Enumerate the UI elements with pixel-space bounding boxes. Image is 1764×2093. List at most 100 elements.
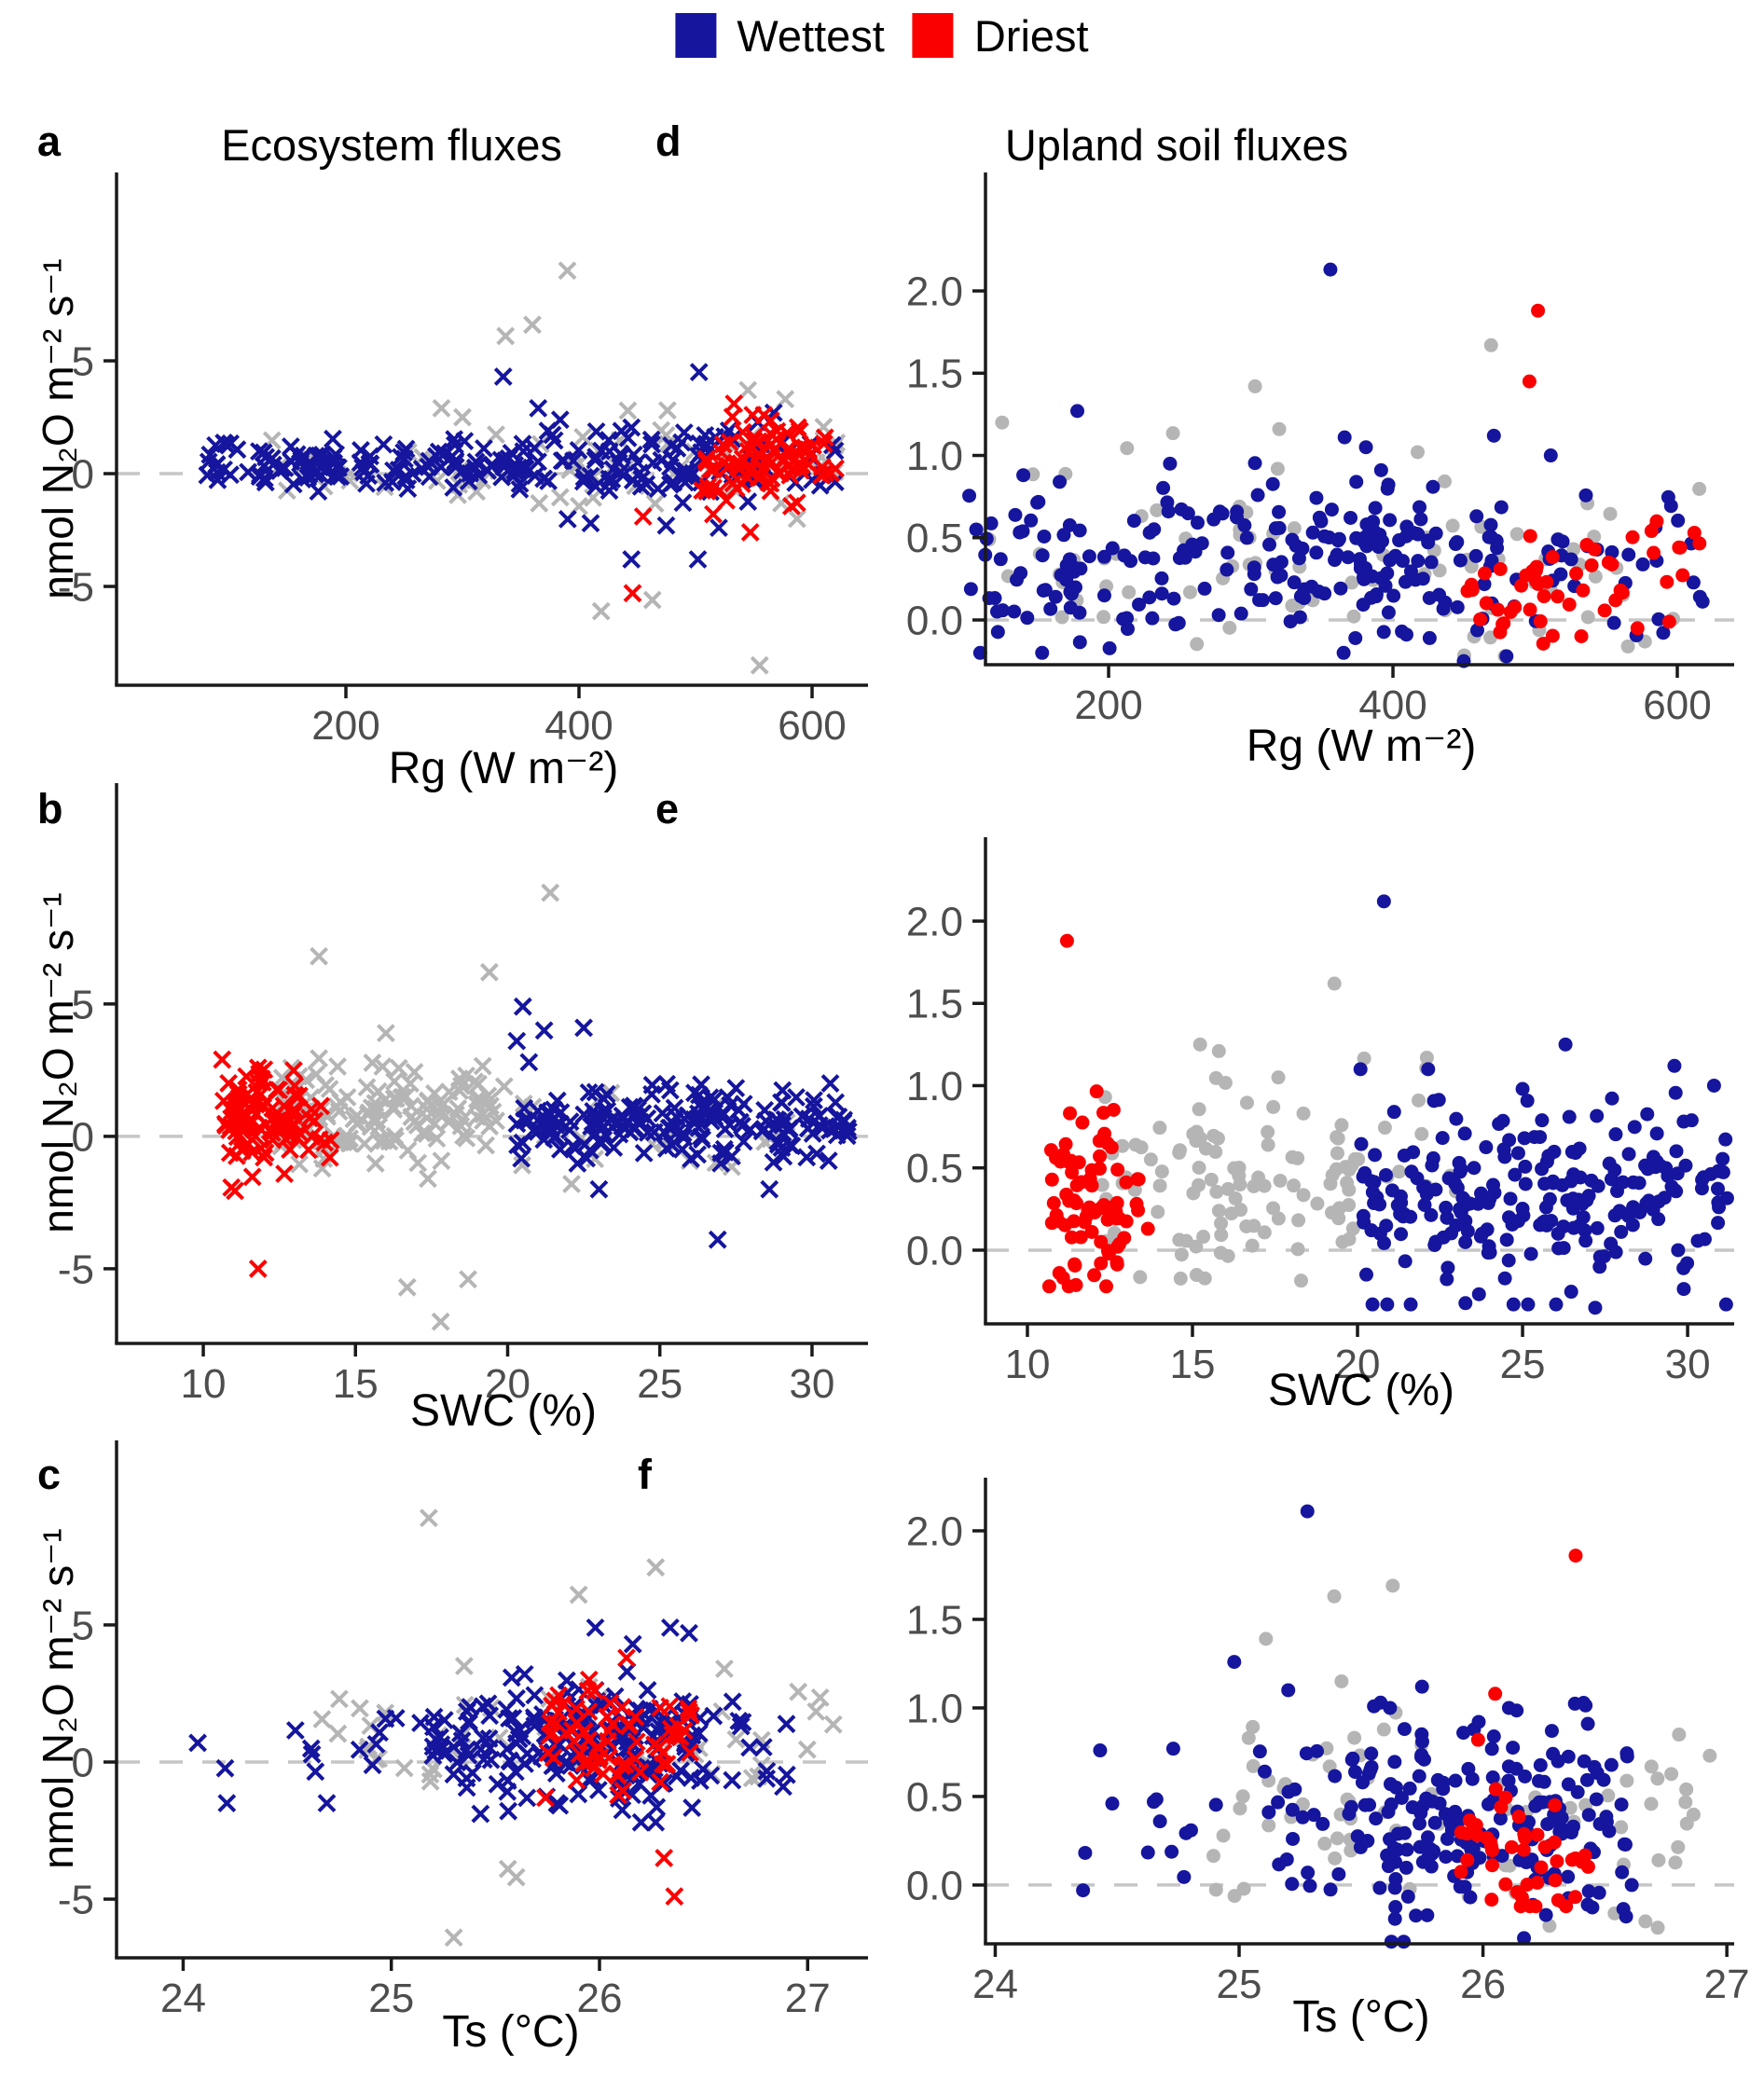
panel-letter-d: d	[655, 117, 682, 165]
y-tick-label: 1.0	[906, 1064, 963, 1109]
data-point	[1160, 495, 1175, 510]
data-point	[1417, 1198, 1432, 1213]
data-point	[1094, 1256, 1109, 1271]
data-point	[1517, 1131, 1532, 1146]
data-point	[1458, 1234, 1473, 1249]
data-point	[1504, 1839, 1519, 1854]
data-point	[810, 1687, 830, 1707]
data-point	[638, 1122, 657, 1142]
data-point	[1314, 514, 1329, 529]
data-point	[743, 406, 763, 425]
data-point	[1466, 1841, 1481, 1856]
data-point	[1330, 1130, 1344, 1145]
data-point	[1251, 1170, 1266, 1185]
data-point	[757, 1761, 777, 1781]
data-point	[1497, 1271, 1512, 1286]
data-point	[496, 326, 516, 346]
data-point	[312, 1710, 332, 1728]
data-point	[1661, 614, 1676, 629]
data-point	[1093, 1149, 1108, 1164]
data-point	[1261, 1137, 1275, 1152]
data-point	[1189, 1268, 1204, 1283]
data-point	[1668, 1085, 1683, 1100]
data-point	[1450, 534, 1465, 549]
data-point	[1547, 1835, 1562, 1850]
data-point	[660, 1697, 680, 1716]
data-point	[1576, 583, 1591, 598]
data-point	[673, 1123, 693, 1143]
data-point	[493, 367, 513, 386]
data-point	[1299, 1746, 1314, 1761]
data-point	[738, 380, 758, 400]
data-point	[1373, 1695, 1388, 1710]
data-point	[1323, 262, 1338, 277]
data-point	[557, 1671, 576, 1690]
data-point	[1536, 636, 1550, 651]
data-point	[1295, 1810, 1310, 1824]
data-point	[1580, 1897, 1595, 1912]
data-point	[604, 1138, 624, 1157]
data-point	[680, 1623, 698, 1643]
data-point	[1133, 1270, 1148, 1285]
data-point	[1120, 441, 1135, 456]
data-point	[1581, 1808, 1596, 1823]
data-point	[1550, 589, 1565, 604]
y-tick-label: -5	[58, 1877, 94, 1922]
data-point	[661, 475, 680, 494]
data-point	[1232, 1168, 1247, 1183]
data-point	[1270, 461, 1285, 476]
data-point	[1247, 379, 1262, 393]
data-point	[696, 449, 716, 469]
data-point	[647, 1797, 667, 1817]
data-point	[434, 1095, 453, 1114]
data-point	[431, 1312, 450, 1331]
data-point	[1119, 1214, 1134, 1229]
data-point	[405, 1063, 424, 1081]
data-point	[1295, 1797, 1310, 1811]
data-point	[574, 1018, 594, 1038]
data-point	[541, 1714, 560, 1732]
data-point	[1510, 1214, 1525, 1229]
data-point	[1597, 603, 1612, 618]
data-point	[1399, 1860, 1413, 1875]
data-point	[610, 1124, 629, 1144]
data-point	[215, 434, 235, 454]
data-point	[242, 1167, 262, 1187]
data-point	[589, 1179, 609, 1199]
data-point	[459, 1745, 478, 1765]
data-point	[255, 1060, 274, 1080]
data-point	[1501, 1253, 1516, 1268]
data-point	[363, 1053, 382, 1072]
data-point	[1394, 1790, 1409, 1805]
data-point	[281, 437, 300, 456]
data-point	[1272, 1857, 1287, 1872]
data-point	[1692, 481, 1707, 496]
data-point	[1454, 1162, 1468, 1177]
y-tick-label: -5	[58, 1246, 94, 1292]
x-axis-label-f: Ts (°C)	[1292, 1992, 1430, 2042]
data-point	[751, 460, 771, 479]
data-point	[1342, 1182, 1357, 1197]
data-point	[1233, 606, 1248, 621]
data-point	[1520, 1094, 1535, 1108]
data-point	[1152, 1814, 1167, 1829]
data-point	[401, 1074, 420, 1094]
data-point	[1044, 1172, 1059, 1187]
data-point	[823, 1714, 843, 1734]
data-point	[1578, 488, 1593, 503]
data-point	[1484, 1893, 1499, 1907]
data-point	[457, 1128, 476, 1148]
data-point	[525, 1686, 544, 1705]
data-point	[1330, 547, 1344, 562]
data-point	[1292, 610, 1307, 625]
data-point	[1388, 1900, 1403, 1915]
data-point	[1561, 1777, 1576, 1792]
data-point	[1663, 499, 1678, 514]
data-point	[623, 1634, 642, 1654]
data-point	[1024, 513, 1039, 528]
data-point	[1331, 1866, 1346, 1881]
x-tick-label: 25	[368, 1976, 414, 2021]
data-point	[1216, 1828, 1231, 1843]
data-point	[710, 518, 728, 538]
